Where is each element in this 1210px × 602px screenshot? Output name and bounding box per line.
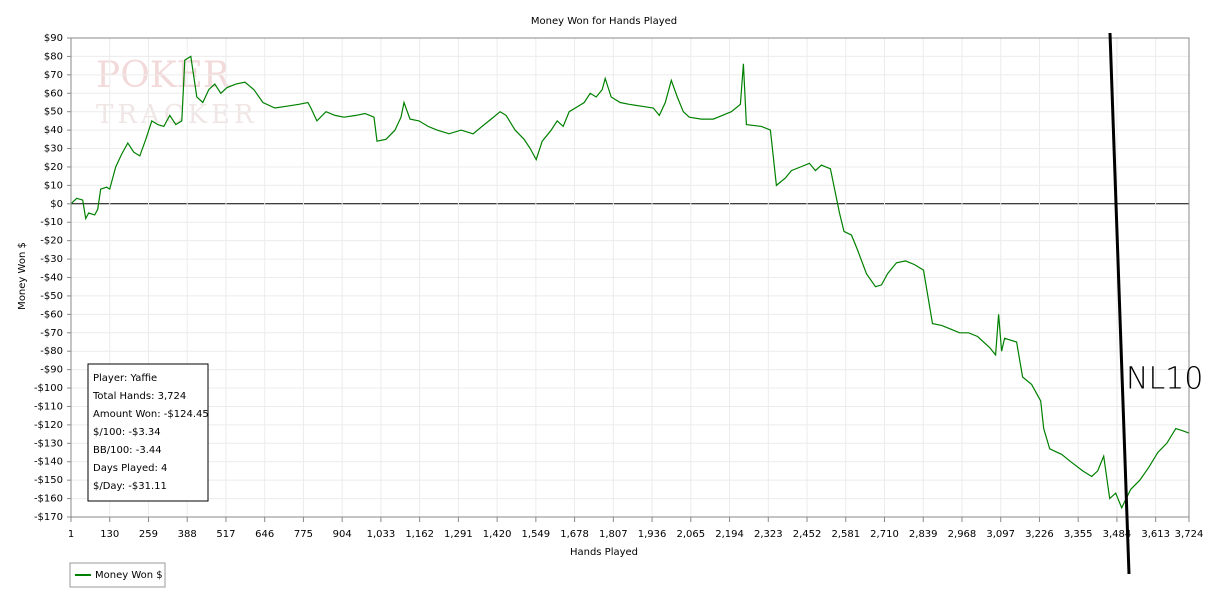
x-tick-label: 3,724 <box>1175 529 1204 540</box>
y-tick-label: -$60 <box>40 309 63 320</box>
stats-line: Amount Won: -$124.45 <box>93 409 209 420</box>
x-tick-label: 646 <box>255 529 274 540</box>
x-tick-label: 1,162 <box>405 529 434 540</box>
y-tick-label: -$30 <box>40 254 63 265</box>
x-tick-label: 2,839 <box>909 529 938 540</box>
x-tick-label: 3,355 <box>1064 529 1093 540</box>
x-tick-label: 3,484 <box>1103 529 1132 540</box>
y-tick-label: -$50 <box>40 291 63 302</box>
x-tick-label: 1 <box>68 529 74 540</box>
x-tick-label: 775 <box>294 529 313 540</box>
x-tick-label: 1,420 <box>483 529 512 540</box>
stats-line: Player: Yaffie <box>93 373 157 384</box>
y-tick-label: $50 <box>44 107 63 118</box>
stats-box <box>87 363 209 502</box>
x-tick-label: 1,291 <box>444 529 473 540</box>
x-tick-label: 1,678 <box>560 529 589 540</box>
watermark-text: POKER <box>96 55 231 96</box>
legend-label: Money Won $ <box>95 570 163 581</box>
stats-line: $/100: -$3.34 <box>93 427 161 438</box>
x-tick-label: 2,452 <box>793 529 822 540</box>
y-tick-label: $20 <box>44 162 63 173</box>
y-tick-label: -$170 <box>34 512 63 523</box>
x-axis-title: Hands Played <box>570 547 638 558</box>
x-tick-label: 259 <box>139 529 158 540</box>
x-tick-label: 3,226 <box>1025 529 1054 540</box>
y-tick-label: -$40 <box>40 273 63 284</box>
y-tick-label: -$150 <box>34 475 63 486</box>
x-tick-label: 1,936 <box>638 529 667 540</box>
x-tick-label: 2,323 <box>754 529 783 540</box>
stats-line: $/Day: -$31.11 <box>93 481 167 492</box>
y-tick-label: -$90 <box>40 365 63 376</box>
y-tick-label: -$20 <box>40 236 63 247</box>
y-tick-label: $80 <box>44 51 63 62</box>
y-tick-label: -$110 <box>34 401 63 412</box>
y-tick-label: -$80 <box>40 346 63 357</box>
y-tick-label: -$160 <box>34 494 63 505</box>
stats-line: Total Hands: 3,724 <box>92 391 186 402</box>
x-tick-label: 2,968 <box>948 529 977 540</box>
y-tick-label: $0 <box>50 199 63 210</box>
x-tick-label: 2,194 <box>715 529 744 540</box>
y-tick-label: $10 <box>44 180 63 191</box>
x-tick-label: 2,581 <box>831 529 860 540</box>
x-tick-label: 388 <box>178 529 197 540</box>
y-tick-label: -$120 <box>34 420 63 431</box>
x-tick-label: 130 <box>100 529 119 540</box>
chart-title: Money Won for Hands Played <box>531 16 677 27</box>
x-tick-label: 517 <box>216 529 235 540</box>
hand-drawn-line <box>1108 32 1131 575</box>
y-tick-label: -$130 <box>34 438 63 449</box>
x-tick-label: 2,710 <box>870 529 899 540</box>
y-tick-label: $40 <box>44 125 63 136</box>
watermark: POKER TRACKER <box>96 55 258 130</box>
y-tick-label: -$70 <box>40 328 63 339</box>
x-tick-label: 3,097 <box>986 529 1015 540</box>
x-tick-label: 3,613 <box>1141 529 1170 540</box>
x-tick-label: 904 <box>333 529 352 540</box>
y-tick-label: $60 <box>44 88 63 99</box>
x-tick-label: 1,549 <box>522 529 551 540</box>
x-tick-label: 2,065 <box>676 529 705 540</box>
y-axis-title: Money Won $ <box>17 242 28 310</box>
x-tick-label: 1,033 <box>367 529 396 540</box>
y-tick-label: $30 <box>44 144 63 155</box>
x-tick-label: 1,807 <box>599 529 628 540</box>
annotation: NL10 <box>1126 362 1203 397</box>
data-line <box>70 55 1190 510</box>
y-tick-label: $70 <box>44 70 63 81</box>
y-tick-label: -$10 <box>40 217 63 228</box>
watermark-text: TRACKER <box>96 100 258 130</box>
y-tick-label: $90 <box>44 33 63 44</box>
y-tick-label: -$140 <box>34 457 63 468</box>
y-tick-label: -$100 <box>34 383 63 394</box>
stats-line: BB/100: -3.44 <box>93 445 162 456</box>
stats-line: Days Played: 4 <box>93 463 167 474</box>
